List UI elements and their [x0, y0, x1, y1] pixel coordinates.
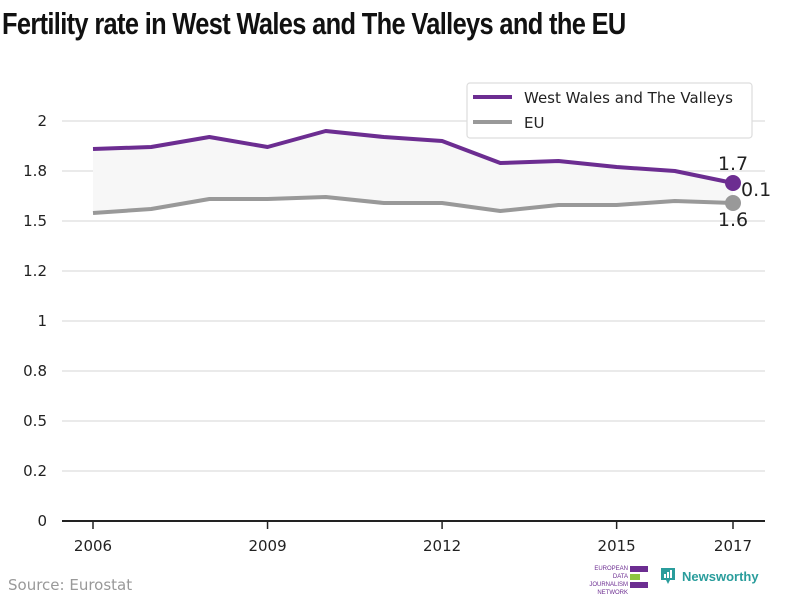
x-tick-label: 2012	[423, 537, 461, 555]
legend-label-eu: EU	[524, 114, 544, 132]
legend-label-west-wales: West Wales and The Valleys	[524, 89, 733, 107]
y-tick-label: 0.5	[23, 412, 47, 430]
legend-box	[466, 82, 753, 139]
y-tick-label: 1.2	[23, 262, 47, 280]
end-label-west-wales: 1.7	[718, 153, 748, 175]
chart-title: Fertility rate in West Wales and The Val…	[2, 6, 626, 41]
newsworthy-name: Newsworthy	[682, 568, 759, 584]
series-line-west-wales	[92, 129, 734, 185]
newsworthy-logo: Newsworthy	[660, 567, 759, 585]
x-tick-label: 2009	[248, 537, 286, 555]
ejdn-bar-middle	[630, 574, 640, 580]
end-label-eu: 1.6	[718, 209, 748, 231]
x-axis: 2006 2009 2012 2015 2017	[74, 521, 752, 555]
difference-label: 0.1	[741, 179, 771, 201]
source-note: Source: Eurostat	[8, 576, 133, 594]
y-tick-label: 1.5	[23, 212, 47, 230]
ejdn-logo-line-3: NETWORK	[597, 590, 628, 596]
y-tick-label: 0	[37, 512, 47, 530]
y-tick-label: 2	[37, 112, 47, 130]
ejdn-logo: EUROPEAN DATA JOURNALISM NETWORK	[589, 565, 650, 596]
x-tick-label: 2017	[714, 537, 752, 555]
y-tick-label: 1.8	[23, 162, 47, 180]
x-tick-label: 2006	[74, 537, 112, 555]
ejdn-bar-top	[630, 566, 648, 572]
series-line-eu	[92, 195, 734, 215]
end-marker-west-wales	[725, 175, 741, 191]
end-marker-eu	[725, 195, 741, 211]
difference-band	[93, 131, 733, 213]
y-axis: 0 0.2 0.5 0.8 1 1.2 1.5 1.8 2	[23, 112, 47, 530]
newsworthy-chart-icon	[661, 568, 675, 584]
y-tick-label: 0.8	[23, 362, 47, 380]
ejdn-logo-line-2: DATA JOURNALISM	[589, 574, 628, 588]
y-tick-label: 0.2	[23, 462, 47, 480]
ejdn-logo-line-1: EUROPEAN	[594, 566, 628, 572]
x-tick-label: 2015	[598, 537, 636, 555]
legend: West Wales and The Valleys EU	[466, 82, 753, 139]
y-tick-label: 1	[37, 312, 47, 330]
ejdn-bar-bottom	[630, 582, 648, 588]
